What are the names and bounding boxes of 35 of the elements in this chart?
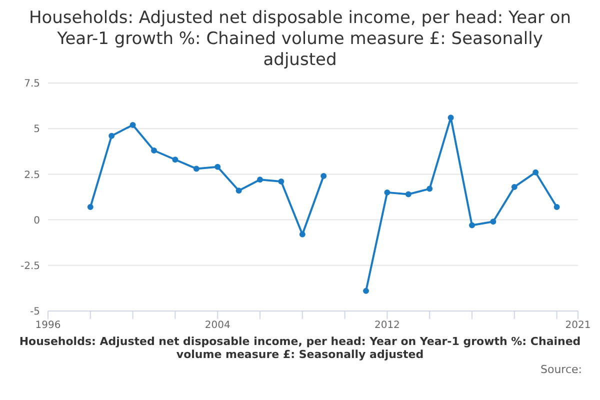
point — [426, 186, 433, 192]
point — [554, 204, 560, 210]
x-axis-title: Households: Adjusted net disposable income, per head: Year on Year-1 growth %: Chained volume measure £: Seasonally adjusted — [18, 334, 582, 361]
point — [130, 122, 136, 128]
y-tick-label: 2.5 — [24, 170, 40, 181]
x-tick-label: 2004 — [204, 320, 230, 332]
point — [257, 176, 263, 183]
point — [151, 147, 157, 154]
point — [278, 178, 284, 184]
point — [108, 132, 115, 139]
point — [320, 173, 327, 180]
point — [448, 114, 454, 121]
x-tick-label: 2012 — [374, 320, 400, 332]
point — [172, 156, 178, 163]
y-tick-label: 0 — [34, 215, 40, 226]
point — [384, 189, 390, 196]
y-tick-label: 5 — [34, 124, 40, 136]
point — [299, 231, 306, 238]
y-tick-label: -5 — [30, 306, 40, 318]
point — [532, 169, 539, 176]
point — [193, 166, 200, 172]
source-note: Source: — [540, 363, 583, 376]
point — [469, 222, 475, 228]
x-tick-label: 1996 — [35, 320, 61, 332]
point — [363, 288, 369, 294]
point — [214, 164, 221, 170]
point — [87, 204, 94, 210]
point — [511, 184, 518, 190]
chart-title: Households: Adjusted net disposable income, per head: Year on Year-1 growth %: Chained volume measure £: Seasonally adjusted — [28, 8, 572, 71]
point — [405, 191, 412, 198]
point — [236, 188, 242, 194]
y-tick-label: 7.5 — [24, 78, 40, 90]
point — [490, 218, 496, 225]
x-tick-label: 2021 — [565, 320, 591, 332]
y-tick-label: -2.5 — [20, 260, 40, 272]
